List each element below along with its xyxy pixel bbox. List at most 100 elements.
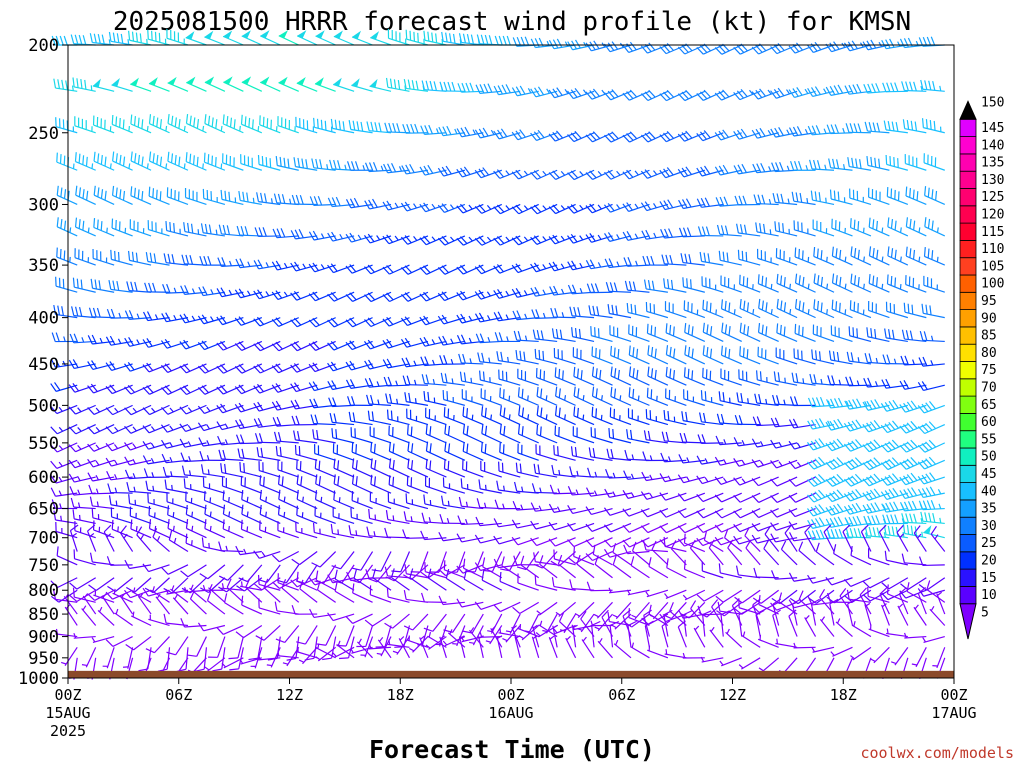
wind-barb	[259, 489, 281, 510]
wind-barb	[114, 608, 133, 626]
wind-barb	[239, 462, 262, 478]
wind-barb	[884, 550, 908, 566]
wind-barb	[906, 582, 927, 603]
wind-barb	[567, 233, 595, 244]
wind-barb	[216, 315, 244, 326]
wind-barb	[677, 492, 706, 502]
wind-barb	[350, 507, 373, 524]
wind-barb	[260, 30, 281, 46]
wind-barb	[553, 549, 576, 566]
colorbar-label: 50	[981, 450, 997, 465]
wind-barb	[87, 404, 115, 415]
wind-barb	[87, 442, 115, 452]
wind-barb	[683, 559, 706, 579]
y-tick-label: 400	[28, 309, 59, 329]
colorbar-swatch	[959, 118, 977, 138]
wind-barb	[550, 551, 576, 567]
wind-barb	[364, 162, 392, 173]
wind-barb	[73, 632, 96, 639]
wind-barb	[189, 584, 207, 603]
wind-barb	[259, 76, 281, 92]
wind-barb	[886, 584, 909, 603]
wind-barb	[733, 458, 761, 467]
colorbar-swatch	[959, 395, 977, 414]
wind-barb	[775, 347, 798, 365]
wind-barb	[404, 564, 429, 579]
wind-barb	[493, 518, 521, 528]
wind-barb	[371, 551, 392, 572]
wind-barb	[457, 515, 484, 526]
colorbar-label: 65	[981, 398, 997, 413]
wind-barb	[327, 574, 355, 584]
wind-barb	[505, 613, 521, 634]
wind-barb	[567, 88, 595, 100]
wind-barb	[565, 635, 577, 659]
colorbar-swatch	[959, 464, 977, 483]
wind-barb	[879, 587, 890, 615]
wind-barb	[604, 232, 632, 242]
wind-barb	[868, 246, 890, 266]
wind-barb	[184, 586, 207, 593]
wind-barb	[438, 595, 465, 606]
wind-barb	[216, 421, 244, 431]
wind-barb	[409, 568, 429, 591]
wind-barb	[212, 647, 226, 672]
wind-barb	[145, 636, 170, 654]
wind-barb	[885, 154, 909, 171]
wind-barb	[862, 502, 890, 514]
wind-barb	[751, 492, 779, 503]
wind-barb	[511, 625, 521, 648]
wind-barb	[257, 654, 281, 661]
wind-barb	[588, 447, 613, 461]
wind-barb	[515, 349, 539, 365]
wind-barb	[880, 420, 909, 434]
wind-barb	[830, 325, 853, 343]
wind-barb	[826, 397, 853, 409]
wind-barb	[665, 388, 687, 406]
wind-barb	[661, 620, 671, 648]
wind-barb	[161, 404, 189, 415]
wind-barb	[180, 285, 207, 295]
wind-barb	[348, 120, 373, 134]
wind-barb	[75, 185, 96, 206]
wind-barb	[866, 155, 890, 171]
colorbar-label: 55	[981, 432, 997, 447]
wind-barb	[864, 353, 890, 365]
wind-barb	[442, 477, 466, 494]
wind-barb	[735, 565, 761, 579]
wind-barb	[569, 306, 595, 319]
wind-barb	[702, 367, 724, 386]
wind-barb	[163, 613, 189, 627]
wind-barb	[111, 218, 133, 237]
wind-barb	[558, 612, 577, 638]
wind-barb	[757, 274, 779, 293]
wind-barb	[499, 405, 521, 426]
wind-barb	[185, 504, 207, 524]
wind-barb	[403, 511, 429, 525]
wind-barb	[222, 490, 244, 510]
wind-barb	[120, 525, 134, 552]
wind-barb	[295, 646, 318, 659]
colorbar-label: 85	[981, 329, 997, 344]
wind-barb	[142, 338, 170, 348]
wind-barb	[469, 627, 484, 648]
wind-barb	[185, 491, 207, 510]
wind-barb	[494, 332, 521, 343]
wind-barb	[788, 87, 816, 98]
wind-barb	[512, 601, 539, 615]
wind-barb	[142, 587, 170, 597]
wind-barb	[744, 527, 761, 552]
wind-barb	[53, 510, 78, 525]
colorbar-label: 60	[981, 415, 997, 430]
y-tick-label: 250	[28, 124, 59, 144]
wind-barb	[714, 164, 742, 176]
wind-barb	[825, 577, 853, 586]
wind-barb	[830, 646, 853, 657]
wind-barb	[240, 475, 263, 494]
wind-barb	[770, 508, 798, 518]
wind-barb	[807, 86, 835, 98]
wind-barb	[913, 604, 927, 626]
wind-barb	[155, 593, 170, 615]
wind-barb	[918, 500, 945, 511]
wind-barb	[235, 419, 262, 430]
